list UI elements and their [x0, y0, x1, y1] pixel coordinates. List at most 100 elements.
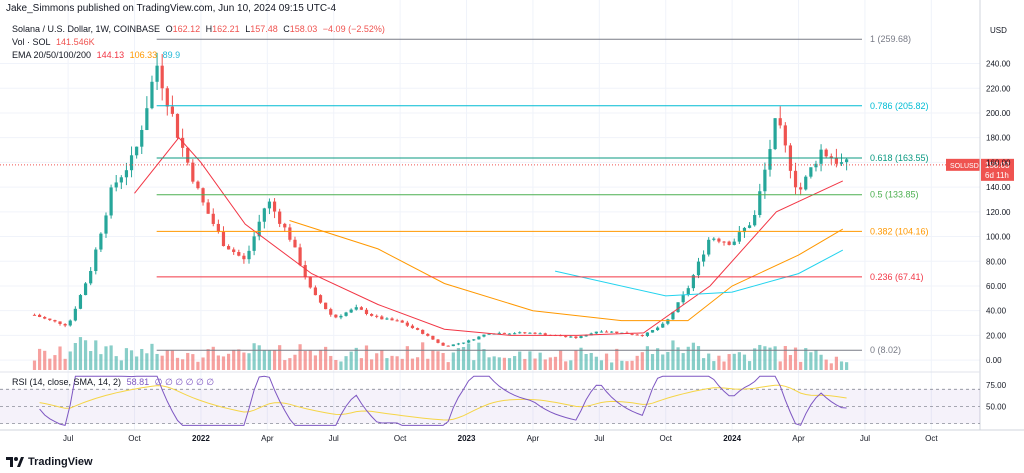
- volume-bar: [124, 348, 129, 370]
- symbol-tag-label: SOLUSD: [950, 163, 979, 170]
- candle-body: [344, 312, 348, 316]
- volume-bar: [257, 345, 261, 370]
- candle-body: [262, 208, 266, 222]
- candle-body: [819, 149, 823, 164]
- volume-bar: [405, 346, 409, 370]
- ema-line-20: [134, 136, 844, 336]
- x-tick-label: 2022: [192, 434, 210, 443]
- candle-body: [834, 158, 838, 164]
- candle-body: [288, 227, 292, 240]
- volume-bar: [610, 362, 614, 370]
- candle-body: [722, 241, 726, 243]
- volume-bar: [722, 361, 726, 370]
- candle-body: [630, 333, 634, 335]
- x-tick-label: Jul: [329, 434, 339, 443]
- candle-body: [140, 129, 144, 147]
- volume-bar: [226, 353, 231, 370]
- volume-bar: [788, 355, 793, 370]
- candle-body: [666, 319, 670, 324]
- candle-body: [497, 332, 501, 334]
- volume-bar: [630, 360, 634, 370]
- volume-bar: [410, 358, 415, 370]
- fib-level-label: 0.236 (67.41): [870, 272, 924, 282]
- candle-body: [671, 312, 675, 320]
- candle-body: [513, 333, 517, 335]
- candle-body: [364, 309, 369, 314]
- candle-body: [329, 309, 333, 315]
- volume-bar: [538, 352, 542, 370]
- volume-bar: [691, 342, 695, 370]
- volume-bar: [793, 347, 798, 370]
- x-tick-label: Apr: [261, 434, 274, 443]
- candle-body: [747, 225, 752, 228]
- volume-bar: [421, 342, 425, 370]
- symbol-tag: [946, 158, 980, 171]
- volume-bar: [426, 358, 430, 370]
- candle-body: [165, 88, 169, 107]
- high-value: 162.21: [212, 24, 240, 34]
- volume-bar: [804, 348, 808, 370]
- volume-bar: [155, 353, 159, 370]
- volume-bar: [543, 359, 547, 370]
- volume-bar: [272, 350, 277, 370]
- price-tag: [981, 158, 1014, 181]
- footer-brand[interactable]: TradingView: [6, 456, 93, 468]
- volume-bar: [487, 357, 491, 370]
- volume-bar: [513, 356, 517, 370]
- volume-bar: [747, 361, 752, 370]
- volume-bar: [99, 354, 103, 370]
- candle-body: [237, 252, 241, 256]
- fib-level-label: 0.5 (133.85): [870, 190, 919, 200]
- candle-body: [421, 329, 425, 334]
- candle-body: [701, 254, 706, 262]
- candle-body: [170, 106, 174, 114]
- volume-value: 141.546K: [56, 37, 95, 47]
- candle-body: [594, 331, 598, 334]
- brand-name: TradingView: [28, 456, 93, 468]
- volume-bar: [518, 351, 522, 370]
- candle-body: [584, 335, 588, 337]
- volume-bar: [145, 353, 149, 370]
- candle-body: [676, 302, 680, 313]
- candle-body: [732, 241, 736, 245]
- y-tick-label: 0.00: [986, 356, 1002, 365]
- low-value: 157.48: [250, 24, 278, 34]
- candle-body: [431, 335, 435, 340]
- candle-body: [661, 323, 665, 328]
- rsi-sma-line: [39, 384, 847, 421]
- volume-bar: [523, 358, 527, 370]
- candle-body: [604, 331, 609, 333]
- volume-bar: [477, 342, 481, 370]
- volume-bar: [650, 354, 655, 370]
- candle-body: [43, 316, 47, 319]
- volume-bar: [267, 350, 272, 370]
- candle-body: [221, 231, 226, 247]
- volume-bar: [548, 357, 552, 370]
- candle-body: [83, 283, 88, 296]
- candle-body: [533, 332, 537, 334]
- candle-body: [645, 332, 650, 336]
- candle-body: [37, 314, 42, 317]
- volume-bar: [313, 355, 318, 370]
- volume-bars: [32, 337, 849, 370]
- volume-bar: [681, 353, 685, 370]
- volume-bar: [369, 359, 374, 370]
- candle-body: [814, 163, 818, 168]
- y-tick-label: 80.00: [986, 257, 1007, 266]
- volume-bar: [288, 358, 292, 370]
- rsi-band: [0, 389, 980, 424]
- candle-body: [742, 227, 747, 233]
- volume-bar: [94, 340, 98, 370]
- candle-body: [763, 169, 767, 192]
- volume-bar: [763, 346, 767, 370]
- rsi-line: [39, 375, 847, 427]
- candle-body: [160, 65, 164, 89]
- candle-body: [283, 223, 287, 228]
- candle-body: [186, 147, 190, 163]
- volume-legend: Vol · SOL 141.546K: [12, 37, 98, 47]
- volume-bar: [232, 349, 236, 370]
- volume-bar: [799, 361, 803, 370]
- rsi-label: RSI (14, close, SMA, 14, 2): [12, 377, 122, 387]
- grid: [0, 0, 980, 430]
